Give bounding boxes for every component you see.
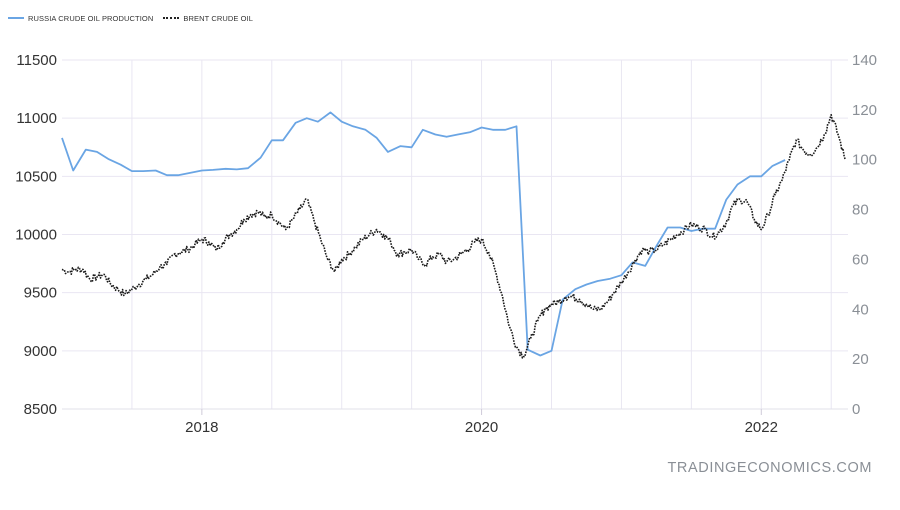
series-layer bbox=[61, 111, 846, 359]
y-right-tick-label: 100 bbox=[852, 152, 877, 169]
y-left-tick-label: 8500 bbox=[24, 401, 57, 418]
x-tick-label: 2022 bbox=[745, 419, 778, 436]
y-right-tick-label: 0 bbox=[852, 401, 860, 418]
legend: RUSSIA CRUDE OIL PRODUCTION BRENT CRUDE … bbox=[8, 10, 263, 26]
legend-item-russia[interactable]: RUSSIA CRUDE OIL PRODUCTION bbox=[8, 14, 153, 23]
x-tick-label: 2018 bbox=[185, 419, 218, 436]
legend-item-brent[interactable]: BRENT CRUDE OIL bbox=[163, 14, 253, 23]
y-right-tick-label: 60 bbox=[852, 251, 869, 268]
y-left-tick-label: 9000 bbox=[24, 343, 57, 360]
grid-lines bbox=[62, 59, 848, 410]
y-left-tick-label: 10000 bbox=[15, 227, 57, 244]
legend-swatch-russia bbox=[8, 17, 24, 19]
legend-swatch-brent bbox=[163, 17, 180, 19]
y-right-tick-label: 20 bbox=[852, 351, 869, 368]
y-axis-left: 8500 9000 9500 10000 10500 11000 11500 bbox=[15, 52, 57, 418]
y-axis-right: 0 20 40 60 80 100 120 140 bbox=[852, 52, 877, 418]
y-right-tick-label: 40 bbox=[852, 301, 869, 318]
y-right-tick-label: 80 bbox=[852, 202, 869, 219]
series-line-russia bbox=[61, 111, 786, 357]
watermark: TRADINGECONOMICS.COM bbox=[667, 460, 872, 476]
y-right-tick-label: 120 bbox=[852, 102, 877, 119]
legend-label-russia: RUSSIA CRUDE OIL PRODUCTION bbox=[28, 13, 154, 23]
y-left-tick-label: 9500 bbox=[24, 285, 57, 302]
y-right-tick-label: 140 bbox=[852, 52, 877, 69]
x-axis: 2018 2020 2022 bbox=[62, 408, 848, 436]
y-left-tick-label: 11000 bbox=[16, 110, 57, 127]
y-left-tick-label: 10500 bbox=[15, 168, 57, 185]
series-line-brent bbox=[61, 114, 846, 359]
legend-label-brent: BRENT CRUDE OIL bbox=[183, 13, 254, 23]
x-tick-label: 2020 bbox=[465, 419, 498, 436]
y-left-tick-label: 11500 bbox=[16, 52, 57, 69]
